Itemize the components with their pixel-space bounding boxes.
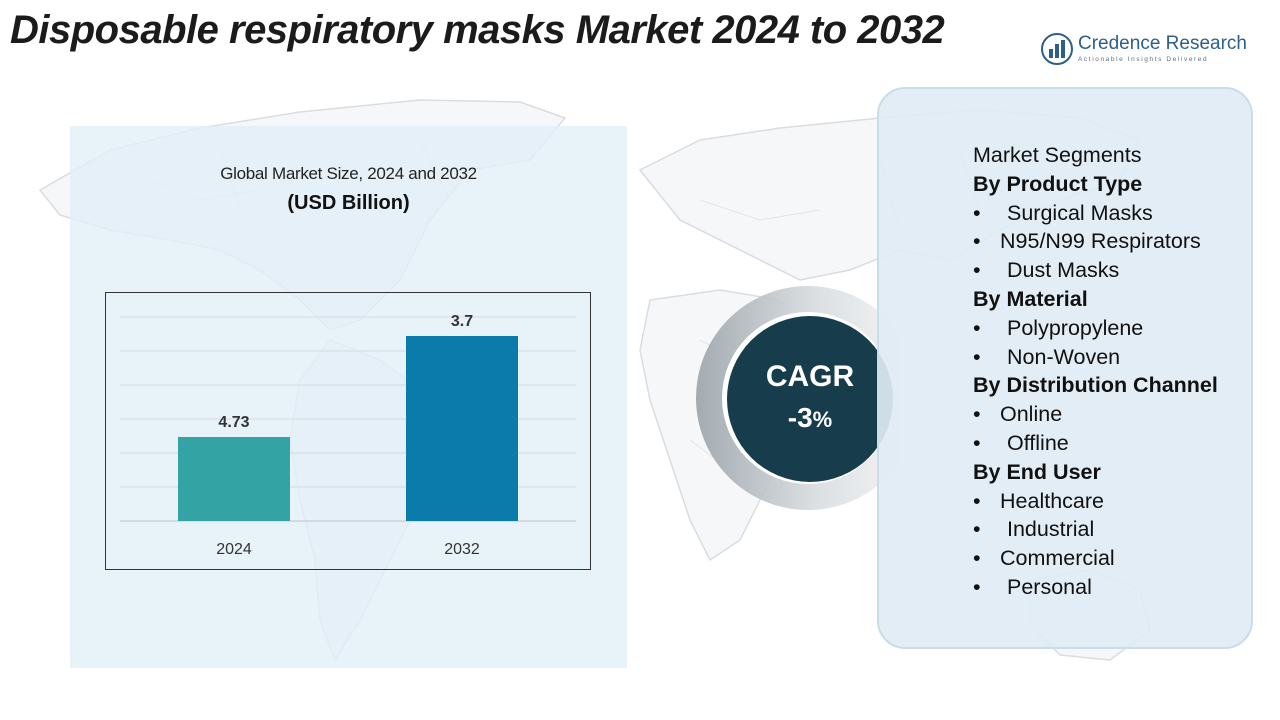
cagr-number: -3 <box>787 402 813 433</box>
brand-name: Credence Research <box>1078 33 1247 54</box>
segment-item: • Dust Masks <box>973 256 1258 285</box>
page-title: Disposable respiratory masks Market 2024… <box>10 8 945 52</box>
segments-panel: Market Segments By Product Type • Surgica… <box>877 87 1253 649</box>
segment-item: • Commercial <box>973 544 1258 573</box>
chart-frame: 4.73 2024 3.7 2032 <box>105 292 591 570</box>
segment-item: • Surgical Masks <box>973 199 1258 228</box>
bullet-icon: • <box>973 402 981 427</box>
bullet-icon: • <box>973 315 981 340</box>
x-tick-label-2032: 2032 <box>444 541 480 558</box>
cagr-label: CAGR <box>765 360 855 393</box>
bullet-icon: • <box>973 546 981 571</box>
brand-tagline: Actionable Insights Delivered <box>1078 56 1209 63</box>
bullet-icon: • <box>973 229 981 254</box>
segment-item: • Polypropylene <box>973 314 1258 343</box>
data-label-2024: 4.73 <box>218 414 249 431</box>
chart-panel: Global Market Size, 2024 and 2032 (USD B… <box>70 126 627 668</box>
segment-item-label: Non-Woven <box>1007 344 1121 369</box>
bullet-icon: • <box>973 574 981 599</box>
data-label-2032: 3.7 <box>451 313 473 330</box>
bar-2024 <box>178 437 290 521</box>
chart-unit: (USD Billion) <box>287 192 410 214</box>
bar-2032 <box>406 336 518 521</box>
cagr-value: -3% <box>727 402 893 434</box>
segment-item-label: Dust Masks <box>1007 258 1120 283</box>
segment-item-label: Healthcare <box>1000 488 1104 513</box>
bar-chart-logo-icon <box>1041 33 1073 65</box>
bullet-icon: • <box>973 517 981 542</box>
bullet-icon: • <box>973 200 981 225</box>
segment-item: • Online <box>973 400 1258 429</box>
bullet-icon: • <box>973 488 981 513</box>
segment-item-label: Industrial <box>1007 517 1095 542</box>
segment-heading-material: By Material <box>973 286 1088 311</box>
segment-item: • Offline <box>973 429 1258 458</box>
segment-item-label: Polypropylene <box>1007 315 1144 340</box>
segments-list: Market Segments By Product Type • Surgica… <box>973 141 1258 602</box>
segment-heading-end-user: By End User <box>973 459 1101 484</box>
segment-item-label: Personal <box>1007 574 1092 599</box>
cagr-badge: CAGR -3% <box>727 316 893 482</box>
chart-title: Global Market Size, 2024 and 2032 <box>220 164 477 183</box>
segment-item: • Healthcare <box>973 487 1258 516</box>
bullet-icon: • <box>973 344 981 369</box>
segment-heading-distribution-channel: By Distribution Channel <box>973 373 1218 398</box>
segment-item: • Personal <box>973 573 1258 602</box>
bullet-icon: • <box>973 430 981 455</box>
cagr-unit: % <box>812 407 833 432</box>
brand-logo: Credence Research Actionable Insights De… <box>1040 32 1272 68</box>
segment-heading-product-type: By Product Type <box>973 171 1143 196</box>
x-tick-label-2024: 2024 <box>216 541 252 558</box>
segment-item-label: Commercial <box>1000 546 1115 571</box>
segment-item-label: N95/N99 Respirators <box>1000 229 1201 254</box>
bullet-icon: • <box>973 258 981 283</box>
segment-item: • N95/N99 Respirators <box>973 227 1258 256</box>
segment-item: • Non-Woven <box>973 343 1258 372</box>
segment-item-label: Surgical Masks <box>1007 200 1153 225</box>
segment-item: • Industrial <box>973 515 1258 544</box>
segment-item-label: Offline <box>1007 430 1069 455</box>
bar-chart: 4.73 2024 3.7 2032 <box>120 313 576 558</box>
segment-item-label: Online <box>1000 402 1063 427</box>
segments-title: Market Segments <box>973 143 1142 167</box>
